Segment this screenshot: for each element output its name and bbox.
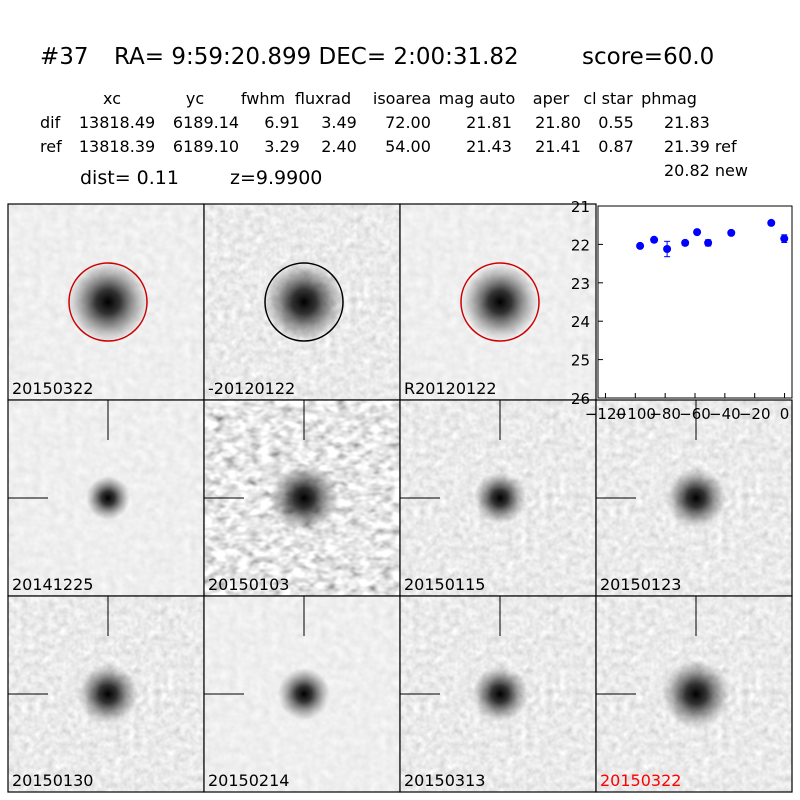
y-tick-label: 26 [571, 390, 590, 408]
stamp: 20150313 [400, 596, 596, 792]
point [681, 238, 690, 247]
point [727, 228, 736, 237]
column-header: mag auto [439, 89, 516, 108]
stamp: 20150103 [204, 400, 400, 596]
point [650, 235, 659, 244]
stamp: 20150214 [204, 596, 400, 792]
table-cell: 21.80 [535, 113, 581, 132]
table-cell: 21.41 [535, 137, 581, 156]
x-tick-label: −80 [649, 405, 681, 423]
y-tick-label: 22 [571, 236, 590, 254]
table-cell: 0.87 [598, 137, 634, 156]
x-tick-label: −100 [615, 405, 656, 423]
plot-frame [597, 205, 793, 399]
stamp-label: 20150103 [208, 575, 289, 594]
table-cell: 21.39 ref [664, 137, 737, 156]
column-header: aper [533, 89, 570, 108]
table-cell: 2.40 [321, 137, 357, 156]
table-cell: 72.00 [385, 113, 431, 132]
point [704, 238, 713, 247]
candidate-id: #37 [40, 44, 89, 70]
table: xc yc fwhm fluxrad isoarea mag auto aper cl sta… [40, 89, 748, 180]
y-tick-label: 25 [571, 352, 590, 370]
column-header: fwhm [241, 89, 285, 108]
stamp-label: 20150322 [12, 379, 93, 398]
table-cell: 6.91 [264, 113, 300, 132]
table-cell: 6189.10 [173, 137, 239, 156]
table-cell: 13818.49 [79, 113, 155, 132]
table-extra: 20.82 new [664, 161, 748, 180]
table-cell: 54.00 [385, 137, 431, 156]
column-header: fluxrad [295, 89, 351, 108]
point [693, 228, 702, 237]
stamp-label: R20120122 [404, 379, 497, 398]
x-tick-label: −60 [679, 405, 711, 423]
marker-circle [68, 262, 148, 342]
stamp: 20150115 [400, 400, 596, 596]
x-tick-label: 0 [780, 405, 790, 423]
stamps: 20150322 -20120122 R20120122 20141225 201501… [7, 203, 793, 793]
table-cell: 21.81 [466, 113, 512, 132]
stamp-label: 20150115 [404, 575, 485, 594]
stamp-label: 20141225 [12, 575, 93, 594]
stamp: 20150130 [8, 596, 204, 792]
column-header: isoarea [373, 89, 431, 108]
x-tick-label: −20 [739, 405, 771, 423]
score: score=60.0 [582, 44, 714, 70]
stamp: -20120122 [204, 204, 400, 400]
stamp: 20150322 [596, 596, 792, 792]
y-tick-label: 21 [571, 198, 590, 216]
header: #37 RA= 9:59:20.899 DEC= 2:00:31.82 scor… [40, 44, 714, 70]
stamp-label: -20120122 [208, 379, 295, 398]
point [767, 218, 776, 227]
table-cell: 6189.14 [173, 113, 239, 132]
y-tick-label: 24 [571, 313, 590, 331]
table-cell: 3.29 [264, 137, 300, 156]
column-header: phmag [641, 89, 697, 108]
point [780, 234, 789, 243]
stamp: 20141225 [8, 400, 204, 596]
point [636, 241, 645, 250]
column-header: yc [186, 89, 204, 108]
table-cell: dif [40, 113, 61, 132]
light-curve: 21 22 23 24 25 26−120−100−80−60−40−20 0 [571, 198, 793, 423]
x-tick-label: −120 [585, 405, 626, 423]
stamp-label: 20150214 [208, 771, 289, 790]
table-cell: ref [40, 137, 62, 156]
stamp-label: 20150123 [600, 575, 681, 594]
stamp: 20150322 [8, 204, 204, 400]
marker-circle [264, 262, 344, 342]
stamp: 20150123 [596, 400, 792, 596]
point [663, 245, 672, 254]
column-header: cl star [583, 89, 633, 108]
x-tick-label: −40 [709, 405, 741, 423]
coordinates: RA= 9:59:20.899 DEC= 2:00:31.82 [114, 44, 519, 70]
column-header: xc [103, 89, 121, 108]
stamp-label: 20150313 [404, 771, 485, 790]
y-tick-label: 23 [571, 275, 590, 293]
dist: dist= 0.11 [80, 167, 179, 189]
marker-circle [460, 262, 540, 342]
table-cell: 13818.39 [79, 137, 155, 156]
stamp: R20120122 [400, 204, 596, 400]
table-cell: 3.49 [321, 113, 357, 132]
stamp-label: 20150130 [12, 771, 93, 790]
table-cell: 21.83 [664, 113, 710, 132]
z: z=9.9900 [230, 167, 322, 189]
table-cell: 21.43 [466, 137, 512, 156]
table-cell: 0.55 [598, 113, 634, 132]
stamp-label: 20150322 [600, 771, 681, 790]
